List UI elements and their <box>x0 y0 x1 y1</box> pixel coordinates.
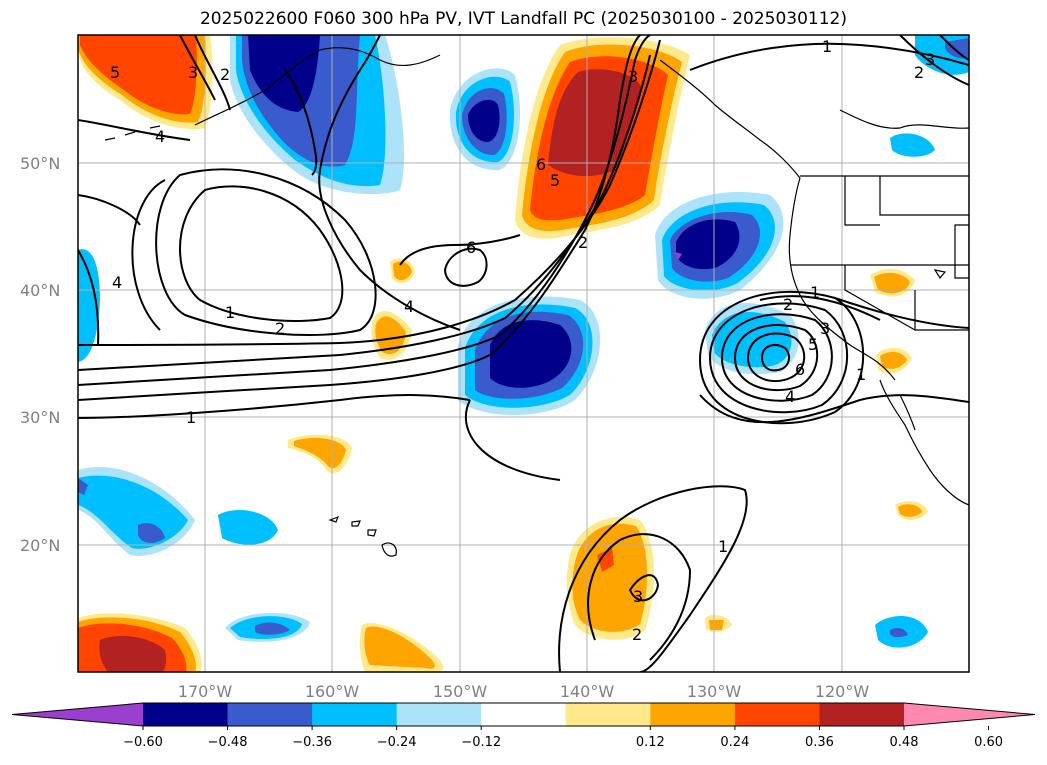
contour-label: 3 <box>188 63 198 82</box>
colorbar-segment <box>565 703 651 726</box>
colorbar-segment <box>481 703 567 726</box>
colorbar-tick-label: −0.48 <box>208 735 248 750</box>
contour-label: 2 <box>275 319 285 338</box>
colorbar-tick-label: 0.36 <box>805 735 834 750</box>
contour-label: 4 <box>404 297 414 316</box>
contour-label: 1 <box>225 303 235 322</box>
contour-labels: 1 1 2 4 4 6 2 5 6 3 1 2 3 3 2 5 4 1 2 3 … <box>110 37 935 644</box>
lon-label-120w: 120°W <box>815 682 870 701</box>
shading-layer <box>78 35 969 672</box>
coastlines <box>104 47 969 557</box>
contour-label: 2 <box>220 65 230 84</box>
contour-label: 5 <box>550 171 560 190</box>
lon-labels: 170°W 160°W 150°W 140°W 130°W 120°W <box>178 682 870 701</box>
negative-anomaly-pnw <box>655 191 784 299</box>
lat-label-30n: 30°N <box>20 408 60 427</box>
contour-label: 3 <box>633 587 643 606</box>
contour-label: 6 <box>795 360 805 379</box>
colorbar-tick-label: 0.60 <box>974 735 1003 750</box>
positive-anomaly-aleutian <box>78 35 213 130</box>
colorbar-tick-label: −0.24 <box>377 735 417 750</box>
lon-label-150w: 150°W <box>433 682 488 701</box>
colorbar-segment <box>143 703 229 726</box>
lon-label-140w: 140°W <box>560 682 615 701</box>
colorbar-tick-label: −0.12 <box>461 735 501 750</box>
lon-label-160w: 160°W <box>305 682 360 701</box>
colorbar-extend-right <box>904 703 1035 726</box>
colorbar-tick-label: 0.24 <box>720 735 749 750</box>
contour-label: 4 <box>155 127 165 146</box>
contour-label: 1 <box>822 37 832 56</box>
contour-label: 3 <box>628 67 638 86</box>
colorbar-segment <box>396 703 482 726</box>
lon-label-130w: 130°W <box>687 682 742 701</box>
colorbar-segment <box>312 703 398 726</box>
positive-anomaly-southwest <box>78 613 202 672</box>
contour-label: 2 <box>578 233 588 252</box>
lat-label-40n: 40°N <box>20 281 60 300</box>
colorbar-segment <box>227 703 313 726</box>
colorbar: −0.60 −0.48 −0.36 −0.24 −0.12 0.12 0.24 0.36 0.4… <box>11 702 1036 750</box>
contour-label: 1 <box>810 283 820 302</box>
contour-label: 2 <box>632 625 642 644</box>
negative-anomaly-north-central <box>449 68 520 171</box>
contour-label: 5 <box>808 335 818 354</box>
contour-label: 3 <box>925 50 935 69</box>
colorbar-tick-label: 0.48 <box>890 735 919 750</box>
lat-label-20n: 20°N <box>20 536 60 555</box>
contour-label: 3 <box>820 319 830 338</box>
colorbar-tick-label: 0.12 <box>636 735 665 750</box>
contour-label: 1 <box>186 408 196 427</box>
colorbar-tick-label: −0.36 <box>292 735 332 750</box>
colorbar-segment <box>734 703 820 726</box>
colorbar-tick-label: −0.60 <box>123 735 163 750</box>
positive-anomaly-ridge <box>515 37 690 239</box>
colorbar-segment <box>650 703 736 726</box>
contour-label: 4 <box>112 273 122 292</box>
plot-border <box>77 34 970 673</box>
contour-label: 5 <box>110 63 120 82</box>
contour-label: 2 <box>914 63 924 82</box>
ivt-contours <box>78 35 969 672</box>
contour-label: 2 <box>783 295 793 314</box>
colorbar-extend-left <box>12 703 143 726</box>
contour-label: 1 <box>856 365 866 384</box>
colorbar-segment <box>819 703 905 726</box>
lat-labels: 50°N 40°N 30°N 20°N <box>20 154 60 555</box>
contour-label: 4 <box>785 387 795 406</box>
contour-label: 1 <box>718 537 728 556</box>
lon-label-170w: 170°W <box>178 682 233 701</box>
contour-label: 6 <box>466 238 476 257</box>
gridlines <box>78 35 969 672</box>
contour-label: 6 <box>536 155 546 174</box>
map-title: 2025022600 F060 300 hPa PV, IVT Landfall… <box>199 9 847 29</box>
lat-label-50n: 50°N <box>20 154 60 173</box>
